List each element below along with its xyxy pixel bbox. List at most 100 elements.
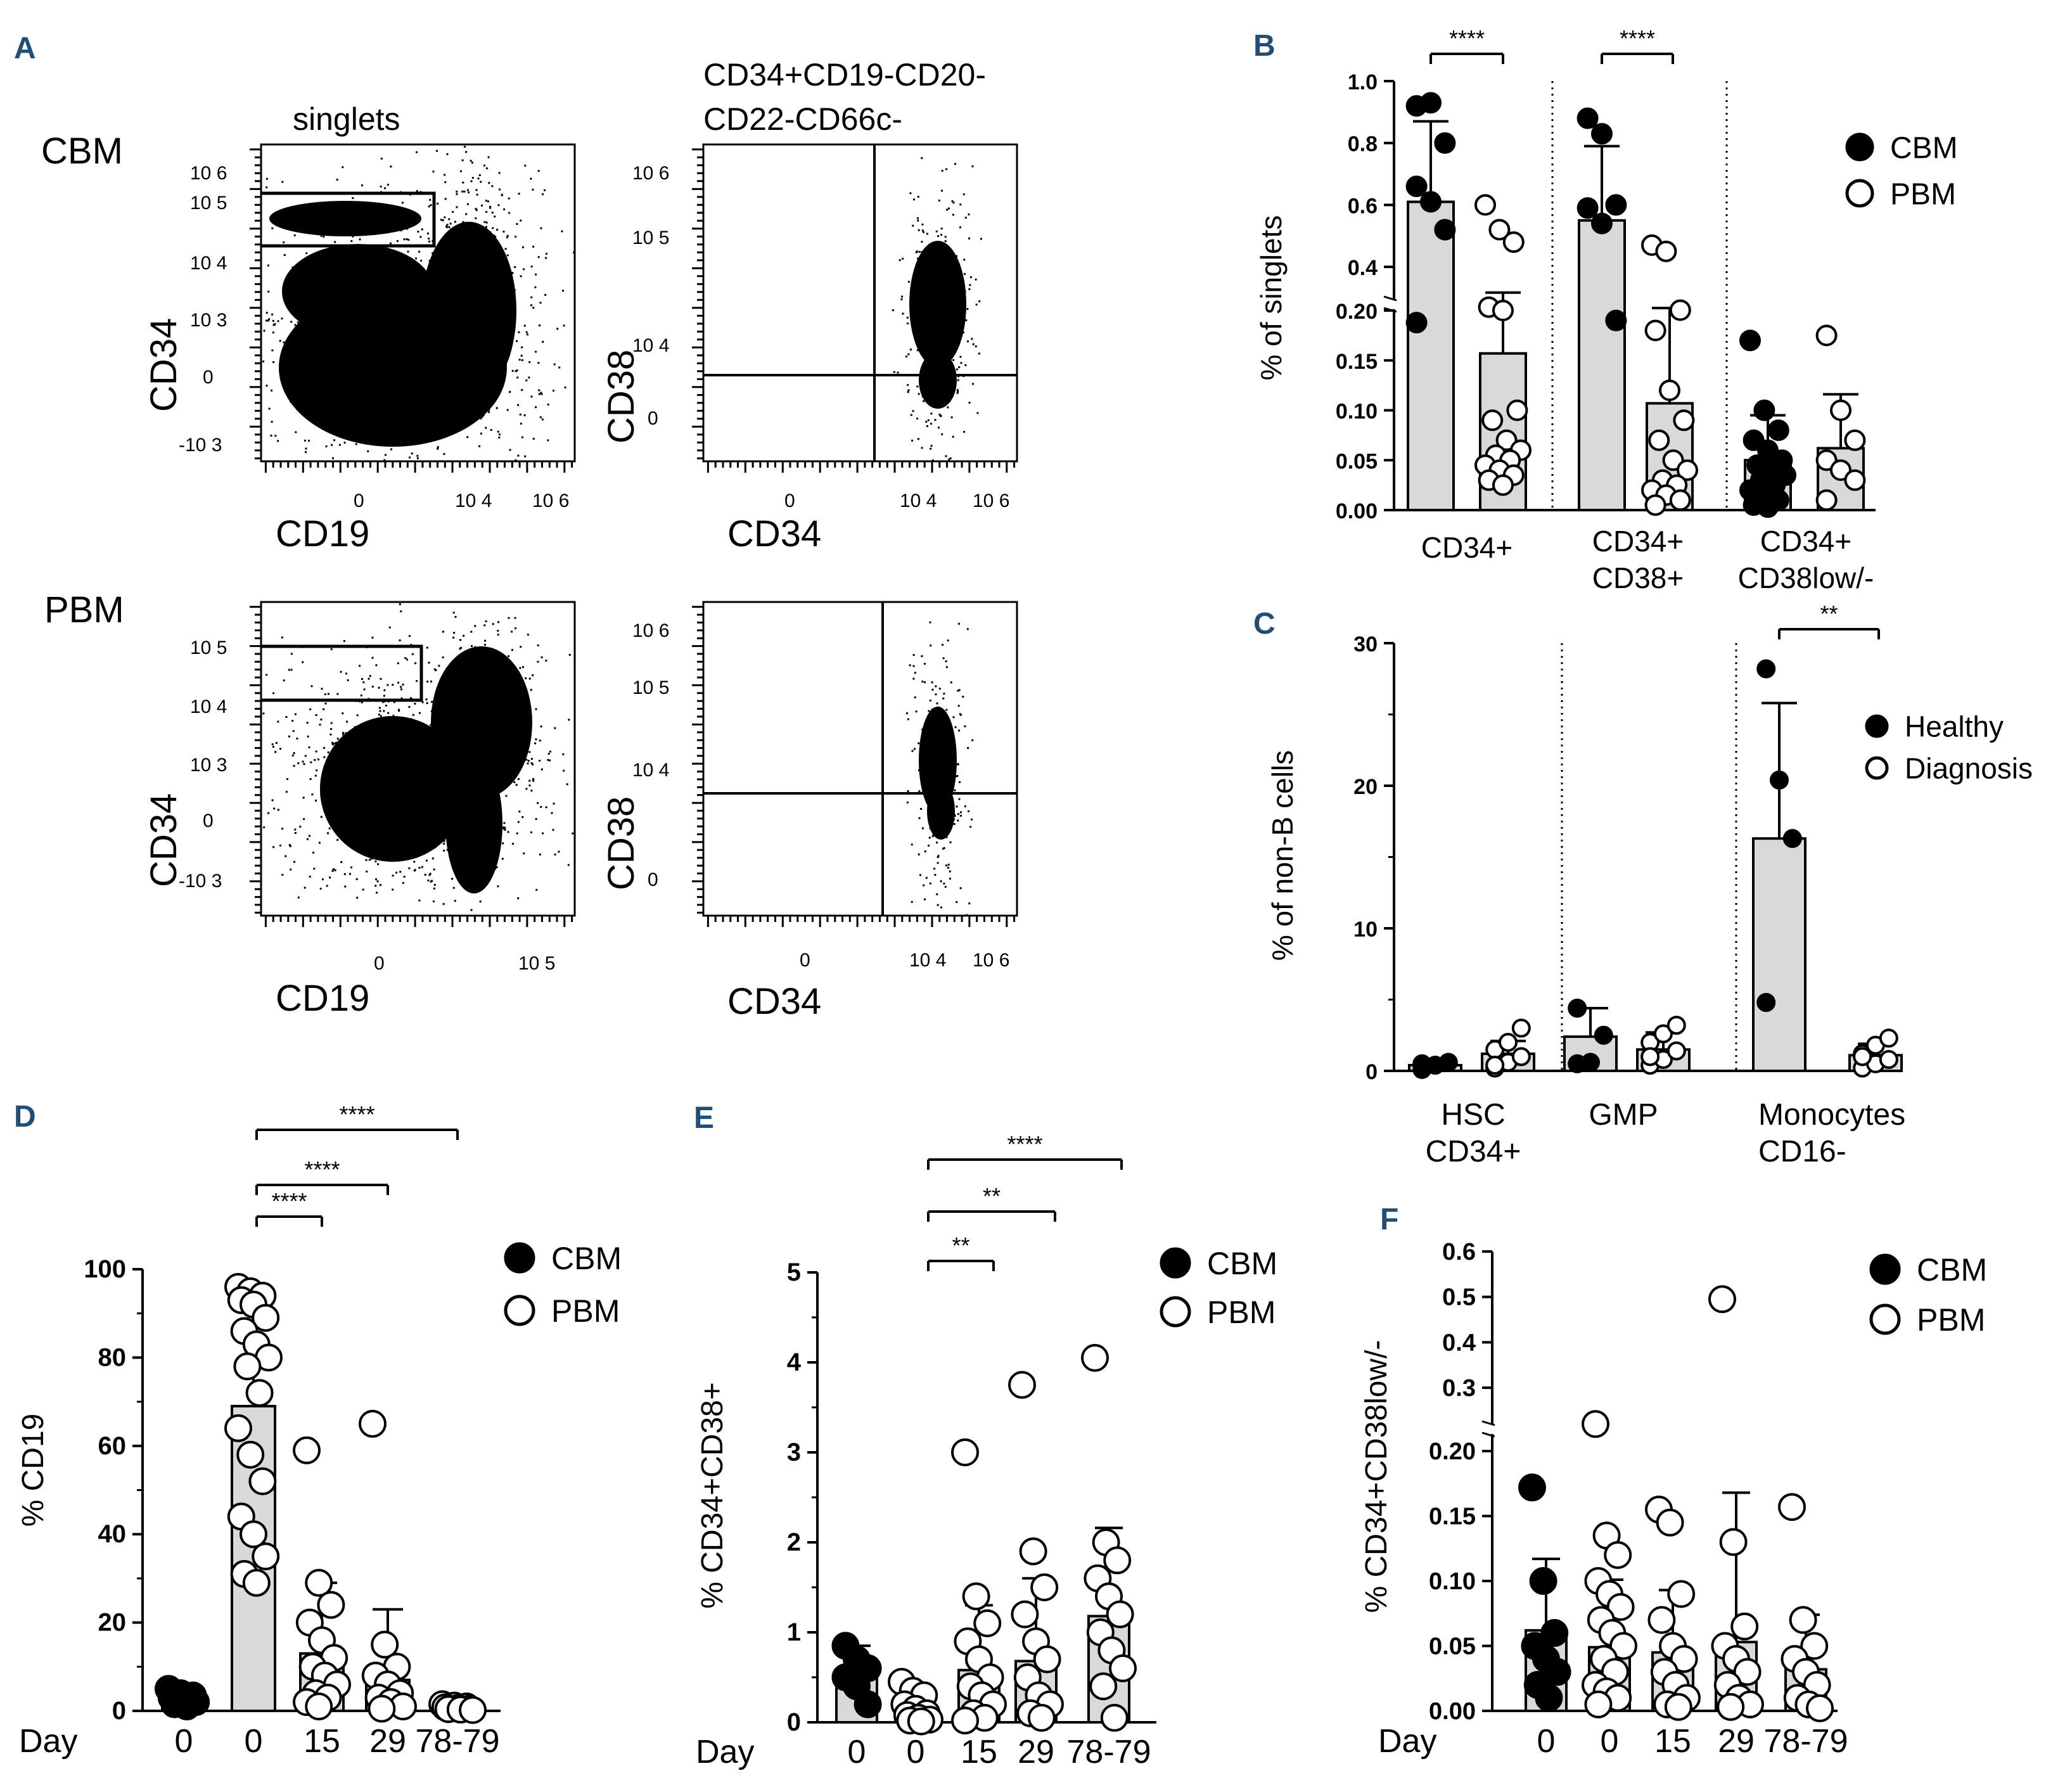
- event-dot: [443, 772, 445, 775]
- event-dot: [475, 260, 477, 263]
- event-dot: [295, 395, 297, 398]
- event-dot: [354, 816, 356, 818]
- plot-title-gate-line2: CD22-CD66c-: [703, 101, 902, 137]
- y-tick-label: 2: [787, 1528, 801, 1556]
- event-dot: [353, 323, 355, 325]
- legend-marker-open: [1160, 1296, 1191, 1328]
- event-dot: [938, 741, 941, 743]
- event-dot: [421, 228, 423, 231]
- event-dot: [408, 867, 411, 869]
- event-dot: [944, 250, 947, 252]
- event-dot: [524, 455, 527, 458]
- y-tick-label: 0: [112, 1697, 126, 1725]
- event-dot: [935, 824, 937, 826]
- event-dot: [290, 321, 293, 323]
- axis-tick: [255, 864, 261, 867]
- event-dot: [357, 735, 359, 738]
- data-point-open: [233, 1352, 262, 1381]
- axis-tick: [511, 461, 513, 468]
- event-dot: [443, 843, 445, 845]
- event-dot: [279, 210, 281, 212]
- event-dot: [330, 727, 332, 730]
- event-dot: [313, 192, 316, 195]
- event-dot: [941, 189, 943, 192]
- event-dot: [392, 684, 394, 686]
- event-dot: [387, 771, 389, 773]
- event-dot: [499, 260, 501, 263]
- event-dot: [459, 722, 461, 724]
- event-dot: [421, 755, 424, 758]
- event-dot: [434, 783, 437, 786]
- event-dot: [940, 227, 943, 230]
- event-dot: [430, 272, 433, 275]
- axis-tick: [697, 362, 703, 364]
- event-dot: [370, 251, 373, 253]
- event-dot: [937, 772, 940, 774]
- event-dot: [458, 296, 461, 298]
- axis-tick: [961, 916, 963, 922]
- x-category-label: GMP: [1589, 1098, 1658, 1132]
- axis-tick: [697, 809, 703, 812]
- axis-title-cd34-cbm-y: CD34: [143, 318, 184, 412]
- event-dot: [929, 700, 931, 701]
- event-dot: [392, 714, 395, 717]
- event-dot: [500, 328, 502, 330]
- event-dot: [457, 278, 460, 281]
- axis-tick: [250, 307, 261, 309]
- event-dot: [340, 343, 343, 346]
- event-dot: [443, 749, 445, 752]
- event-dot: [330, 722, 333, 724]
- event-dot: [429, 350, 432, 352]
- event-dot: [435, 836, 437, 839]
- x-category-label: CD34+: [1760, 525, 1851, 558]
- event-dot: [361, 736, 364, 738]
- event-dot: [516, 376, 519, 379]
- event-dot: [435, 256, 437, 259]
- event-dot: [435, 819, 437, 821]
- axis-tick: [811, 461, 814, 468]
- event-dot: [899, 259, 901, 262]
- event-dot: [477, 177, 480, 180]
- event-dot: [402, 683, 404, 686]
- axis-tick: [255, 362, 261, 364]
- event-dot: [371, 656, 374, 659]
- event-dot: [924, 681, 926, 684]
- event-dot: [441, 740, 444, 743]
- event-dot: [314, 364, 316, 367]
- event-dot: [458, 240, 461, 242]
- data-point-open: [951, 1438, 979, 1466]
- event-dot: [537, 362, 540, 364]
- event-dot: [466, 238, 468, 240]
- event-dot: [945, 168, 948, 170]
- event-dot: [310, 409, 312, 411]
- event-dot: [528, 779, 531, 782]
- event-dot: [440, 398, 443, 400]
- event-dot: [339, 395, 342, 397]
- axis-tick: [255, 235, 261, 238]
- event-dot: [442, 316, 444, 318]
- event-dot: [418, 276, 419, 279]
- event-dot: [499, 802, 501, 805]
- event-dot: [424, 334, 426, 336]
- event-dot: [497, 836, 500, 839]
- event-dot: [376, 312, 379, 314]
- event-dot: [475, 708, 478, 710]
- event-dot: [462, 830, 464, 833]
- event-dot: [499, 274, 502, 277]
- event-dot: [411, 416, 414, 418]
- event-dot: [453, 763, 456, 765]
- event-dot: [462, 260, 464, 262]
- event-dot: [466, 350, 468, 352]
- event-dot: [472, 283, 475, 285]
- event-dot: [435, 823, 437, 826]
- axis-tick: [295, 461, 297, 468]
- event-dot: [421, 830, 424, 833]
- event-dot: [933, 349, 936, 351]
- x-axis-title: Day: [696, 1734, 754, 1770]
- event-dot: [342, 771, 345, 774]
- data-point-open: [1644, 494, 1666, 516]
- event-dot: [540, 393, 543, 395]
- event-dot: [375, 413, 378, 415]
- event-dot: [957, 379, 959, 381]
- event-dot: [931, 314, 933, 316]
